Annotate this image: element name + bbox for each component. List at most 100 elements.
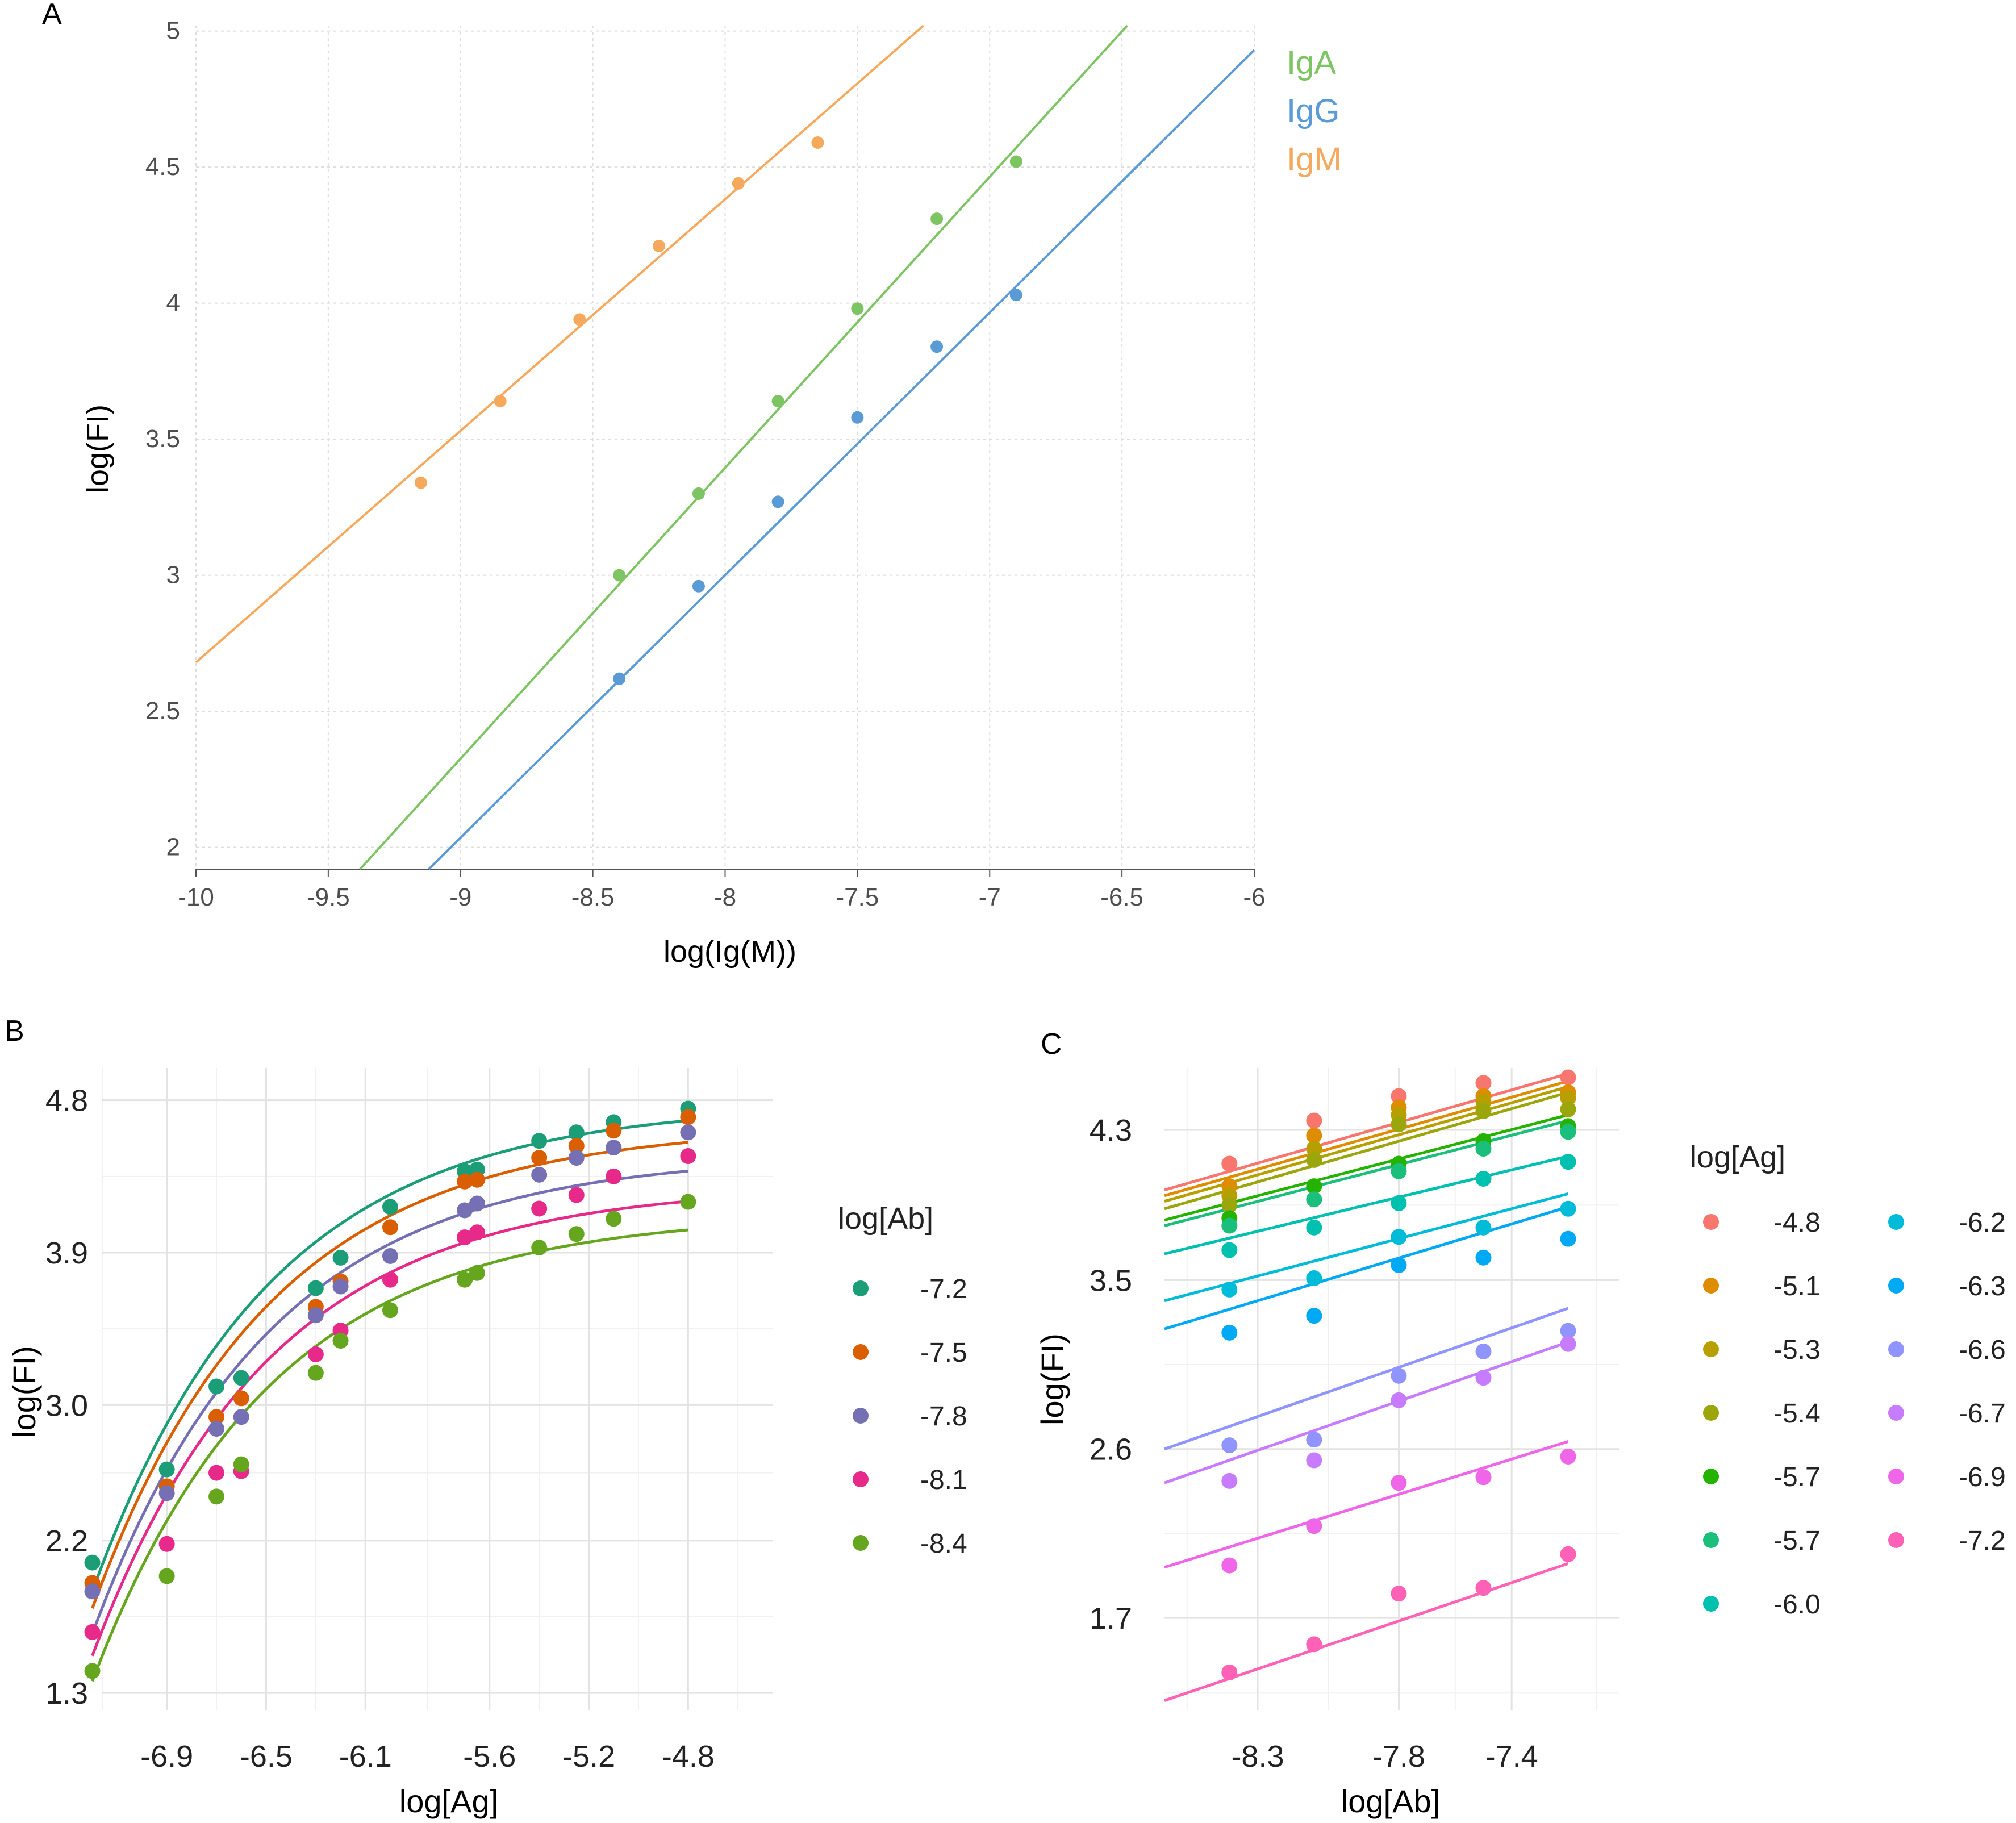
panel-b-point-2 — [568, 1150, 585, 1166]
panel-a-point-igm — [414, 476, 427, 489]
panel-a-y-tick-label: 5 — [166, 17, 180, 45]
panel-b-legend-key-2 — [853, 1408, 869, 1424]
panel-b-point-2 — [84, 1583, 101, 1600]
panel-c-legend-title: log[Ag] — [1690, 1140, 1785, 1174]
panel-c-point-8 — [1475, 1249, 1492, 1266]
panel-c-point-8 — [1560, 1230, 1576, 1247]
panel-b-point-0 — [84, 1554, 101, 1571]
panel-b-point-2 — [332, 1278, 349, 1295]
panel-c-point-4 — [1306, 1178, 1322, 1195]
panel-b-point-0 — [233, 1370, 249, 1386]
panel-c-legend: -4.8 -5.1 -5.3 -5.4 -5.7 -5.7 -6.0 -6.2 -6.3 -6.6… — [1703, 1208, 2006, 1620]
panel-b-legend-key-0 — [853, 1280, 869, 1296]
panel-b-point-0 — [332, 1249, 349, 1266]
panel-c-x-tick-label: -7.4 — [1485, 1739, 1538, 1774]
panel-c-legend-key-6 — [1703, 1596, 1719, 1612]
panel-b-point-4 — [158, 1568, 175, 1584]
panel-c-legend-key-5 — [1703, 1532, 1719, 1548]
panel-a-x-tick-label: -8.5 — [571, 883, 615, 911]
panel-c-legend-label-9: -6.6 — [1959, 1335, 2006, 1365]
panel-b-point-1 — [233, 1390, 249, 1407]
panel-b-x-axis-label: log[Ag] — [399, 1783, 498, 1819]
panel-c-point-0 — [1306, 1112, 1322, 1129]
panel-c-point-12 — [1560, 1546, 1576, 1562]
panel-b-point-3 — [382, 1271, 398, 1288]
panel-c-legend-key-12 — [1888, 1532, 1904, 1548]
panel-b-x-tick-label: -6.1 — [339, 1739, 392, 1774]
panel-b-point-4 — [531, 1240, 548, 1256]
panel-c-legend-key-0 — [1703, 1214, 1719, 1230]
panel-a-y-tick-label: 2 — [166, 833, 180, 861]
panel-a-legend-igg: IgG — [1287, 93, 1340, 130]
panel-c-point-6 — [1391, 1195, 1407, 1211]
panel-c-point-6 — [1306, 1219, 1322, 1236]
panel-c-fit-line-8 — [1164, 1205, 1569, 1330]
panel-b-point-2 — [531, 1166, 548, 1183]
panel-b-curve-2 — [91, 1169, 688, 1634]
panel-a-point-igm — [573, 313, 586, 326]
panel-c-point-5 — [1391, 1163, 1407, 1179]
panel-a-fit-line-iga — [359, 24, 1128, 870]
panel-a-x-tick-label: -7 — [979, 883, 1001, 911]
panel-c: C 1.7 2.6 3.5 4.3 -8.3 -7.8 -7.4 log[Ab] log(… — [1034, 1028, 2006, 1819]
panel-b-x-tick-label: -4.8 — [662, 1739, 715, 1774]
panel-a-x-tick-label: -7.5 — [836, 883, 879, 911]
panel-b-x-tick-label: -6.5 — [240, 1739, 293, 1774]
panel-a-label: A — [42, 0, 62, 31]
panel-c-y-axis-label: log(FI) — [1034, 1333, 1070, 1425]
panel-c-point-11 — [1560, 1448, 1576, 1465]
panel-a-legend-igm: IgM — [1287, 141, 1342, 178]
panel-b-point-4 — [568, 1226, 585, 1242]
panel-c-point-7 — [1221, 1281, 1238, 1298]
panel-b-point-1 — [568, 1138, 585, 1154]
panel-c-point-9 — [1560, 1323, 1576, 1339]
panel-b-point-2 — [382, 1248, 398, 1264]
panel-c-points — [1221, 1069, 1576, 1680]
panel-c-fit-line-6 — [1164, 1154, 1569, 1255]
panel-c-x-ticks: -8.3 -7.8 -7.4 — [1231, 1739, 1538, 1774]
panel-b-y-axis-label: log(FI) — [6, 1346, 42, 1438]
panel-c-legend-label-1: -5.1 — [1773, 1271, 1821, 1301]
panel-b-point-1 — [606, 1123, 622, 1139]
panel-a-point-iga — [613, 569, 626, 582]
panel-b-y-ticks: 1.3 2.2 3.0 3.9 4.8 — [45, 1084, 88, 1711]
panel-c-point-9 — [1391, 1367, 1407, 1384]
panel-a-point-igm — [653, 240, 666, 253]
panel-b-curve-3 — [91, 1200, 688, 1657]
panel-a-y-tick-label: 4.5 — [145, 153, 180, 181]
panel-a-point-iga — [851, 302, 864, 315]
panel-b-point-1 — [469, 1171, 485, 1188]
panel-b-point-3 — [606, 1168, 622, 1184]
panel-a-y-axis-label: log(FI) — [81, 404, 115, 493]
panel-a-point-igm — [811, 136, 824, 149]
panel-b-x-tick-label: -5.2 — [562, 1739, 615, 1774]
panel-b-point-4 — [457, 1271, 473, 1288]
panel-a-fit-line-igm — [195, 24, 925, 664]
panel-c-point-7 — [1306, 1270, 1322, 1287]
panel-c-point-6 — [1221, 1242, 1238, 1258]
panel-b-curve-4 — [91, 1228, 688, 1682]
panel-c-point-0 — [1391, 1088, 1407, 1104]
panel-c-x-tick-label: -7.8 — [1372, 1739, 1425, 1774]
panel-a-point-iga — [1009, 155, 1022, 168]
panel-c-point-10 — [1475, 1370, 1492, 1386]
panel-c-fit-line-1 — [1164, 1079, 1569, 1198]
panel-a-point-igg — [930, 340, 944, 353]
panel-b-curve-1 — [91, 1141, 688, 1609]
panel-c-y-tick-label: 4.3 — [1090, 1113, 1132, 1148]
panel-b-point-1 — [208, 1409, 225, 1425]
panel-b-point-0 — [531, 1133, 548, 1149]
panel-c-fit-line-10 — [1164, 1341, 1569, 1484]
panel-b-point-3 — [568, 1187, 585, 1203]
panel-b-y-tick-label: 4.8 — [45, 1084, 88, 1118]
panel-b-point-3 — [680, 1148, 696, 1165]
panel-c-legend-label-6: -6.0 — [1773, 1590, 1821, 1620]
panel-c-point-1 — [1306, 1127, 1322, 1144]
panel-a-point-igg — [613, 672, 626, 685]
panel-c-point-11 — [1221, 1557, 1238, 1574]
panel-a-legend: IgA IgG IgM — [1287, 44, 1342, 178]
panel-c-fit-line-9 — [1164, 1307, 1569, 1451]
panel-c-legend-key-10 — [1888, 1405, 1904, 1421]
panel-a-x-tick-label: -6.5 — [1100, 883, 1143, 911]
panel-c-y-tick-label: 1.7 — [1090, 1601, 1132, 1636]
